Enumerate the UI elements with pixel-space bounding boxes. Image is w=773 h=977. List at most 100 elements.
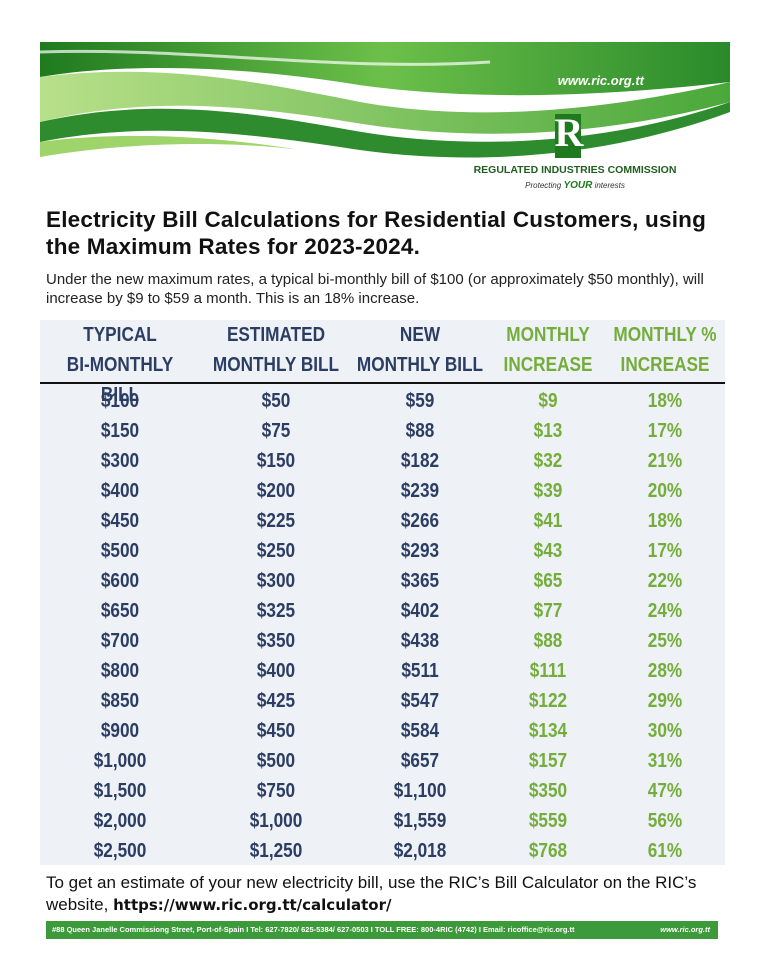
table-cell: $300: [100, 450, 140, 472]
title: Electricity Bill Calculations for Reside…: [46, 207, 707, 259]
table-cell: $266: [400, 510, 440, 532]
table-cell: $88: [533, 630, 563, 652]
table-cell: $400: [256, 660, 296, 682]
column-header: NEW: [399, 324, 441, 346]
table-cell: $122: [528, 690, 568, 712]
footer-bar: #88 Queen Janelle Commissiong Street, Po…: [46, 921, 718, 939]
table-cell: $500: [100, 540, 140, 562]
table-cell: $2,018: [393, 840, 447, 862]
column-header: TYPICAL: [83, 324, 157, 346]
table-cell: $500: [256, 750, 296, 772]
table-cell: $900: [100, 720, 140, 742]
note-link[interactable]: https://www.ric.org.tt/calculator/: [113, 896, 392, 914]
table-cell: $1,250: [249, 840, 303, 862]
footer-address: #88 Queen Janelle Commissiong Street, Po…: [52, 925, 575, 934]
table-cell: 21%: [647, 450, 683, 472]
table-cell: $59: [405, 390, 435, 412]
table-cell: $157: [528, 750, 568, 772]
tagline-pre: Protecting: [525, 181, 562, 190]
footer-website: www.ric.org.tt: [660, 925, 710, 934]
column-header: INCREASE: [620, 354, 710, 376]
table-cell: $41: [533, 510, 563, 532]
table-cell: $1,000: [93, 750, 147, 772]
table-cell: $88: [405, 420, 435, 442]
table-cell: $1,000: [249, 810, 303, 832]
table-cell: $800: [100, 660, 140, 682]
table-cell: $300: [256, 570, 296, 592]
table-cell: $39: [533, 480, 563, 502]
table-cell: $111: [529, 660, 567, 682]
table-cell: $700: [100, 630, 140, 652]
table-cell: 31%: [647, 750, 683, 772]
table-cell: $750: [256, 780, 296, 802]
table-cell: $225: [256, 510, 296, 532]
tagline: Protecting YOUR interests: [525, 180, 625, 191]
table-cell: $850: [100, 690, 140, 712]
logo-letter: R: [555, 110, 585, 155]
table-cell: 17%: [647, 420, 683, 442]
column-header: MONTHLY BILL: [356, 354, 484, 376]
header-website: www.ric.org.tt: [558, 73, 645, 88]
table-cell: $584: [400, 720, 440, 742]
table-cell: $150: [256, 450, 296, 472]
table-cell: $100: [100, 390, 140, 412]
table-cell: 18%: [647, 390, 683, 412]
table-cell: $150: [100, 420, 140, 442]
table-cell: 25%: [647, 630, 683, 652]
table-cell: $450: [256, 720, 296, 742]
table-cell: 29%: [647, 690, 683, 712]
table-cell: $239: [400, 480, 440, 502]
table-cell: $650: [100, 600, 140, 622]
table-cell: $2,000: [93, 810, 147, 832]
table-cell: $425: [256, 690, 296, 712]
table-cell: 18%: [647, 510, 683, 532]
table-cell: $134: [528, 720, 568, 742]
column-header: MONTHLY BILL: [212, 354, 340, 376]
table-cell: $325: [256, 600, 296, 622]
tagline-em: YOUR: [563, 180, 593, 191]
table-cell: 20%: [647, 480, 683, 502]
table-cell: $450: [100, 510, 140, 532]
note-text: To get an estimate of your new electrici…: [46, 873, 697, 914]
table-cell: $9: [538, 390, 558, 412]
table-cell: $438: [400, 630, 440, 652]
rates-table: TYPICAL BI-MONTHLY BILL ESTIMATED MONTHLY B…: [40, 320, 725, 865]
table-cell: $350: [256, 630, 296, 652]
table-cell: $200: [256, 480, 296, 502]
header-banner: www.ric.org.tt R REGULATED INDUSTRIES CO…: [40, 42, 730, 192]
header-rule: [40, 382, 725, 384]
table-cell: 56%: [647, 810, 683, 832]
table-cell: $75: [261, 420, 291, 442]
table-cell: $657: [400, 750, 440, 772]
table-cell: $182: [400, 450, 440, 472]
table-cell: $768: [528, 840, 568, 862]
table-cell: $293: [400, 540, 440, 562]
column-header: MONTHLY: [506, 324, 590, 346]
column-header: INCREASE: [503, 354, 593, 376]
table-cell: 47%: [647, 780, 683, 802]
table-cell: 17%: [647, 540, 683, 562]
column-header: MONTHLY %: [613, 324, 717, 346]
org-name: REGULATED INDUSTRIES COMMISSION: [474, 164, 677, 176]
table-cell: $1,500: [93, 780, 147, 802]
table-cell: $1,559: [393, 810, 447, 832]
column-header: ESTIMATED: [226, 324, 326, 346]
table-cell: 28%: [647, 660, 683, 682]
table-cell: $1,100: [393, 780, 447, 802]
column-header: BI-MONTHLY BILL: [66, 354, 174, 406]
table-cell: $77: [533, 600, 563, 622]
table-cell: $600: [100, 570, 140, 592]
table-cell: $350: [528, 780, 568, 802]
table-cell: $50: [261, 390, 291, 412]
table-cell: 61%: [647, 840, 683, 862]
table-cell: $547: [400, 690, 440, 712]
table-cell: 30%: [647, 720, 683, 742]
table-cell: $32: [533, 450, 563, 472]
note: To get an estimate of your new electrici…: [46, 872, 726, 916]
table-cell: $65: [533, 570, 563, 592]
intro: Under the new maximum rates, a typical b…: [46, 271, 704, 307]
table-cell: $250: [256, 540, 296, 562]
table-cell: $365: [400, 570, 440, 592]
tagline-post: interests: [595, 181, 625, 190]
